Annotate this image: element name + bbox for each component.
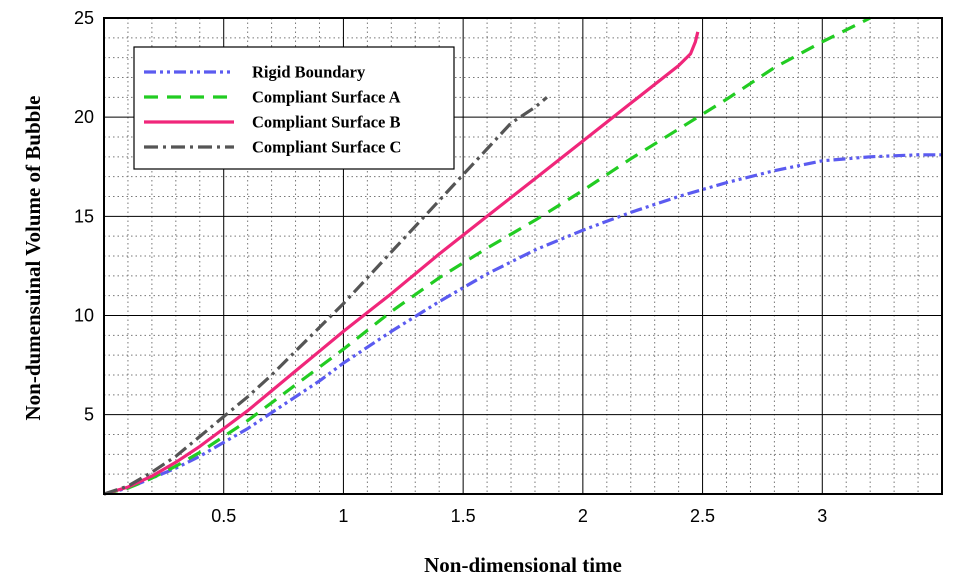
y-axis-title: Non-dumensuinal Volume of Bubble bbox=[21, 95, 45, 420]
series-line-4 bbox=[103, 96, 548, 496]
x-tick-label: 1.5 bbox=[451, 506, 476, 526]
y-tick-label: 10 bbox=[74, 306, 94, 326]
y-tick-label: 5 bbox=[84, 405, 94, 425]
series-line-1 bbox=[103, 153, 942, 496]
x-axis-ticks: 0.5 1 1.5 2 2.5 3 bbox=[211, 506, 827, 526]
legend-box bbox=[133, 46, 455, 170]
x-tick-label: 2.5 bbox=[690, 506, 715, 526]
x-tick-label: 0.5 bbox=[211, 506, 236, 526]
series-line-3 bbox=[103, 31, 700, 496]
y-tick-label: 25 bbox=[74, 8, 94, 28]
x-tick-label: 2 bbox=[578, 506, 588, 526]
x-axis-title: Non-dimensional time bbox=[424, 553, 622, 577]
series-layer bbox=[103, 16, 942, 496]
plot-area-border bbox=[103, 17, 943, 495]
x-tick-label: 3 bbox=[817, 506, 827, 526]
series-line-2 bbox=[103, 16, 871, 496]
legend: Rigid Boundary Compliant Surface A Complia… bbox=[133, 46, 455, 170]
legend-label-3: Compliant Surface B bbox=[252, 113, 401, 132]
y-axis-ticks: 5 10 15 20 25 bbox=[74, 8, 94, 425]
legend-label-4: Compliant Surface C bbox=[252, 138, 401, 157]
x-tick-label: 1 bbox=[338, 506, 348, 526]
y-tick-label: 15 bbox=[74, 206, 94, 226]
legend-label-2: Compliant Surface A bbox=[252, 88, 401, 107]
legend-label-1: Rigid Boundary bbox=[252, 63, 366, 82]
y-tick-label: 20 bbox=[74, 107, 94, 127]
